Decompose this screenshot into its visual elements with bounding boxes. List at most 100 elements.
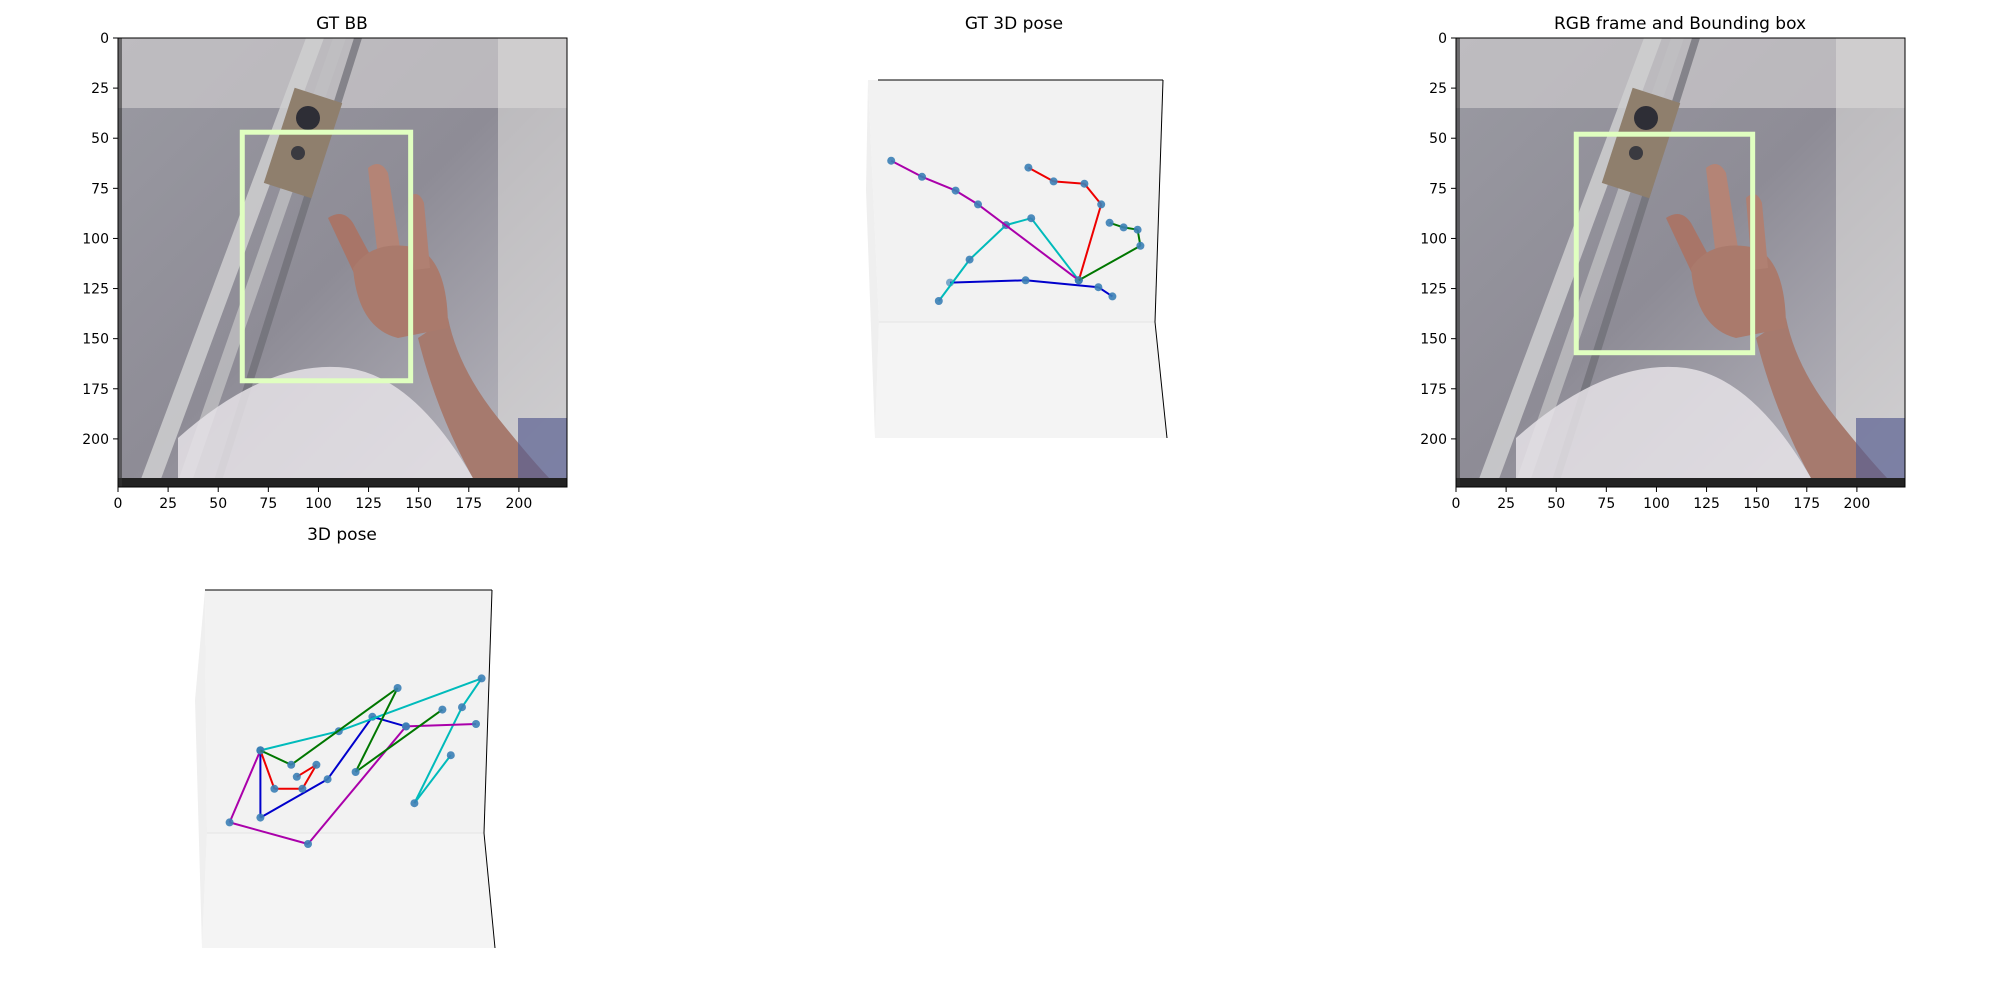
pred-bone-finger-4 [290,687,399,766]
gt-xtick-label: 125 [355,496,382,512]
pred-joint-point [477,674,486,683]
title-gt-bb: GT BB [316,14,368,34]
pred-bone-finger-3 [301,764,318,790]
image-frame-gt [117,37,568,488]
pred-bone-finger-4 [259,749,292,766]
pred-joint-point [472,720,480,728]
gt-ytick-label: 200 [82,432,109,448]
gt-joint-point [951,186,960,195]
gt-xtick-label: 25 [159,496,177,512]
gt-joint-point [1027,214,1036,223]
gt-ytick-label: 125 [82,282,109,298]
gt-joint-point [974,200,982,209]
pred-ytick-label: 0 [1438,31,1447,47]
gt-bone-finger-4 [1078,244,1141,282]
pred-bone-finger-4 [354,687,399,773]
hand-skeleton-pred [225,674,486,848]
gt-ytick-label: 175 [82,382,109,398]
pred-joint-point [351,768,360,776]
gt-bone-finger-2 [890,159,923,178]
gt-ytick-label: 0 [100,31,109,47]
gt-ytick-label: 100 [82,231,109,247]
panel-gt-bb: GT BB 0 25 50 75 100 125 150 175 200 0 25 50 75 100 12… [82,14,568,512]
pred-xtick-label: 175 [1793,496,1820,512]
gt-joint-point [1136,241,1145,250]
pred-bone-finger-1 [338,677,482,733]
gt-bone-finger-3 [1027,166,1055,183]
pred-ytick-label: 75 [1429,181,1447,197]
pred-bone-finger-2 [307,725,407,845]
pred-bone-finger-1 [413,754,452,804]
pred-bone-finger-1 [413,706,463,804]
pred-ytick-label: 125 [1420,282,1447,298]
pred-bone-finger-4 [355,708,443,773]
gt-xtick-label: 175 [455,496,482,512]
gt-joint-point [1021,276,1030,285]
pred-joint-point [438,705,447,714]
pred-bone-finger-1 [260,730,340,752]
gt-joint-point [1105,218,1114,227]
pred-bone-finger-2 [229,821,309,845]
gt-bone-finger-3 [1053,180,1085,185]
pred-ytick-label: 50 [1429,131,1447,147]
pred-joint-point [402,722,410,731]
3d-pane-pred [195,589,496,949]
pred-xtick-label: 100 [1643,496,1670,512]
gt-bone-finger-2 [977,203,1080,282]
pred-ytick-label: 100 [1420,231,1447,247]
pred-joint-point [304,840,312,848]
bounding-box-gt [239,129,414,384]
gt-joint-point [1049,177,1058,186]
pred-joint-point [393,684,402,692]
title-3d-pose: 3D pose [307,525,377,545]
gt-joint-point [1074,276,1083,285]
pred-bone-finger-0 [259,778,329,819]
pred-xtick-label: 0 [1452,496,1461,512]
gt-ytick-label: 150 [82,332,109,348]
gt-joint-point [918,172,926,181]
panel-3d-pose: 3D pose [195,525,496,949]
gt-bone-finger-1 [968,224,1007,261]
gt-xtick-label: 50 [209,496,227,512]
gt-bone-finger-1 [937,259,971,302]
pred-joint-point [270,784,279,793]
gt-joint-point [965,255,974,264]
panel-rgb-bb: RGB frame and Bounding box 0 25 50 75 100 125… [1420,14,1906,512]
pred-bone-finger-2 [405,723,477,728]
gt-ytick-label: 25 [91,81,109,97]
gt-bone-finger-3 [1083,183,1102,206]
hand-skeleton-gt [887,156,1145,305]
pred-joint-point [298,784,307,793]
pred-joint-point [256,813,265,822]
gt-joint-point [1108,292,1117,301]
pred-xtick-label: 200 [1844,496,1871,512]
gt-xtick-label: 0 [114,496,123,512]
pred-joint-point [410,799,419,808]
pred-ytick-label: 175 [1420,382,1447,398]
bounding-box-pred [1573,131,1756,356]
3d-pane-gt [866,79,1168,439]
pred-bone-finger-3 [259,750,276,790]
axis-ticks-pred: 0 25 50 75 100 125 150 175 200 0 25 50 75 100 125 150 17… [1420,31,1870,512]
pred-bone-finger-2 [228,750,262,823]
pred-joint-point [292,772,301,781]
gt-bone-finger-0 [1025,279,1099,289]
rgb-image-gt [118,38,567,487]
gt-joint-point [1024,163,1033,172]
gt-bone-finger-3 [1077,204,1103,281]
gt-bone-finger-0 [949,279,1026,284]
pred-ytick-label: 150 [1420,332,1447,348]
gt-joint-point [934,297,943,305]
gt-xtick-label: 100 [305,496,332,512]
title-rgb-bb: RGB frame and Bounding box [1554,14,1806,34]
gt-bone-finger-1 [1005,217,1032,227]
gt-xtick-label: 150 [405,496,432,512]
pred-joint-point [458,703,466,712]
pred-xtick-label: 50 [1547,496,1565,512]
pred-xtick-label: 75 [1597,496,1615,512]
gt-joint-point [887,156,896,165]
pred-xtick-label: 25 [1497,496,1515,512]
pred-xtick-label: 150 [1743,496,1770,512]
gt-xtick-label: 200 [506,496,533,512]
